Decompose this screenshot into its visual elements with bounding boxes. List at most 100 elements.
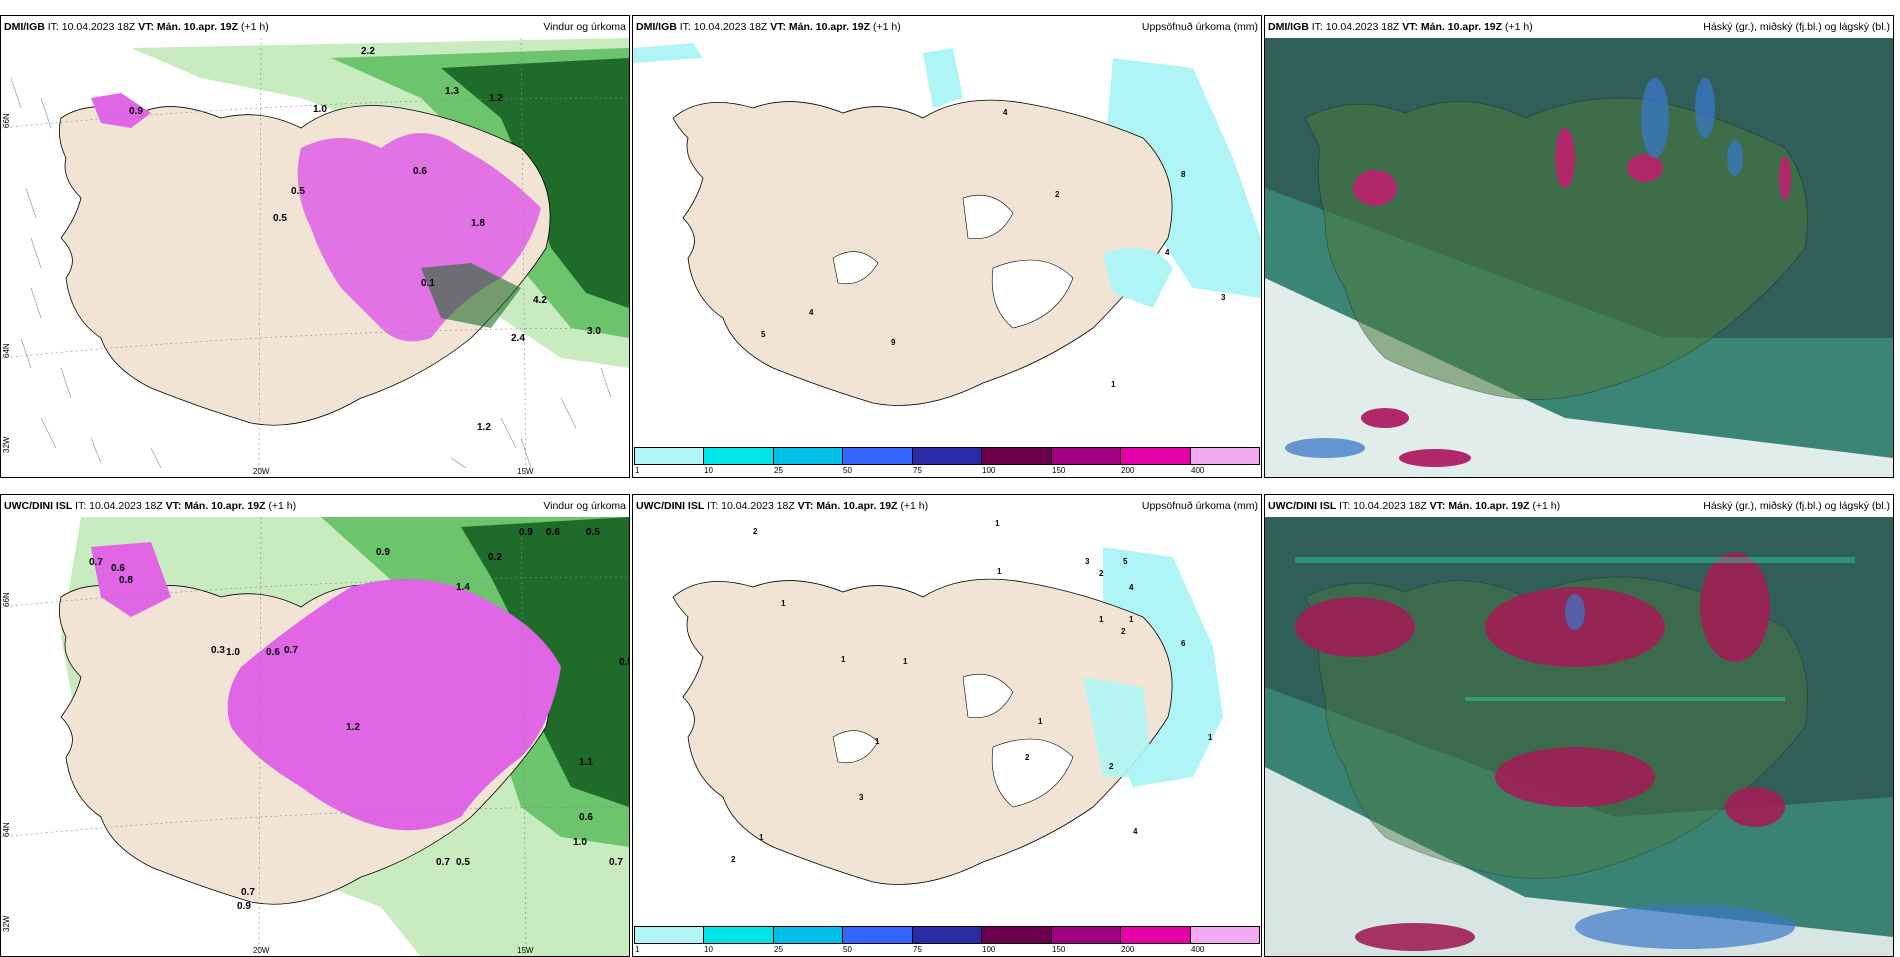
precip-value-labels: 1 2 1 1 3 2 1 1 2 4 5 6 1 1 1 2 3 2 4 1 … [633,517,1261,907]
value-label: 0.8 [119,575,133,586]
value-label: 0.5 [586,527,600,538]
colorbar-tick: 400 [1191,466,1205,475]
value-label: 0.2 [488,552,502,563]
colorbar-tick: 75 [913,466,922,475]
colorbar-tick: 1 [635,466,640,475]
panel-dmi-wind: DMI/IGB IT: 10.04.2023 18Z VT: Mán. 10.a… [0,15,630,478]
colorbar-swatch [982,927,1052,943]
precip-colorbar-ticks: 1 10 25 50 75 100 150 200 400 [634,944,1260,956]
value-label: 0.7 [89,557,103,568]
value-label: 1 [1111,380,1116,389]
value-label: 5 [1123,557,1128,566]
lead-time: (+1 h) [1504,21,1533,33]
valid-time: VT: Mán. 10.apr. 19Z [138,21,239,33]
product-name: Háský (gr.), miðský (fj.bl.) og lágský (… [1703,500,1890,512]
wind-map-svg [1,517,629,956]
value-label: 0.5 [273,213,287,224]
panel-header: UWC/DINI ISL IT: 10.04.2023 18Z VT: Mán.… [1,495,629,517]
value-label: 0.5 [456,857,470,868]
valid-time: VT: Mán. 10.apr. 19Z [797,500,898,512]
lead-time: (+1 h) [900,500,929,512]
value-label: 4.2 [533,295,547,306]
colorbar-tick: 25 [774,466,783,475]
init-time: IT: 10.04.2023 18Z [707,500,795,512]
value-label: 1.2 [346,722,360,733]
model-name: UWC/DINI ISL [636,500,705,512]
wind-map: 20W 15W 66N 64N 32W 0.7 0.6 0.9 0.8 0.6 … [1,517,629,956]
value-label: 0.6 [413,166,427,177]
value-label: 1.0 [226,647,240,658]
value-label: 1.1 [579,757,593,768]
precip-map-svg [633,38,1261,428]
panel-header: DMI/IGB IT: 10.04.2023 18Z VT: Mán. 10.a… [1265,16,1893,38]
value-label: 3 [1085,557,1090,566]
panel-dmi-cloud: DMI/IGB IT: 10.04.2023 18Z VT: Mán. 10.a… [1264,15,1894,478]
panel-header: DMI/IGB IT: 10.04.2023 18Z VT: Mán. 10.a… [633,16,1261,38]
colorbar-tick: 10 [704,466,713,475]
value-label: 1.2 [489,93,503,104]
value-label: 2 [753,527,758,536]
value-label: 0.9 [519,527,533,538]
colorbar-swatch [773,448,844,464]
colorbar-tick: 200 [1121,466,1135,475]
value-label: 1 [781,599,786,608]
panel-dmi-precip: DMI/IGB IT: 10.04.2023 18Z VT: Mán. 10.a… [632,15,1262,478]
cloud-map-svg [1265,38,1893,477]
colorbar-swatch [773,927,844,943]
colorbar-swatch [1121,448,1191,464]
precip-map: 1 2 1 1 3 2 1 1 2 4 5 6 1 1 1 2 3 2 4 1 … [633,517,1261,907]
value-label: 2.4 [511,333,525,344]
product-name: Vindur og úrkoma [543,500,626,512]
lead-time: (+1 h) [1532,500,1561,512]
panel-header: UWC/DINI ISL IT: 10.04.2023 18Z VT: Mán.… [1265,495,1893,517]
init-time: IT: 10.04.2023 18Z [1339,500,1427,512]
colorbar-tick: 50 [843,466,852,475]
colorbar-swatch [635,448,705,464]
value-label: 0.6 [579,812,593,823]
model-name: UWC/DINI ISL [4,500,73,512]
value-label: 4 [1133,827,1138,836]
colorbar-tick: 100 [982,466,996,475]
model-name: DMI/IGB [636,21,677,33]
colorbar-swatch [843,448,913,464]
value-label: 0.9 [237,901,251,912]
panel-header: DMI/IGB IT: 10.04.2023 18Z VT: Mán. 10.a… [1,16,629,38]
wind-value-labels: 0.9 1.0 0.5 0.5 2.2 1.2 1.3 0.6 2.4 4.2 … [1,38,629,477]
precip-value-labels: 4 2 4 3 1 4 9 5 8 [633,38,1261,428]
product-name: Uppsöfnuð úrkoma (mm) [1141,21,1258,33]
colorbar-swatch [635,927,705,943]
panel-uwc-cloud: UWC/DINI ISL IT: 10.04.2023 18Z VT: Mán.… [1264,494,1894,957]
value-label: 0.6 [546,527,560,538]
value-label: 2 [1055,190,1060,199]
value-label: 4 [809,308,814,317]
lead-time: (+1 h) [872,21,901,33]
value-label: 0.7 [241,887,255,898]
model-name: DMI/IGB [4,21,45,33]
value-label: 0.9 [129,106,143,117]
value-label: 2.2 [361,46,375,57]
lead-time: (+1 h) [240,21,269,33]
precip-map-svg [633,517,1261,907]
valid-time: VT: Mán. 10.apr. 19Z [1402,21,1503,33]
value-label: 0.5 [619,657,629,668]
value-label: 0.1 [421,278,435,289]
precip-colorbar [634,447,1260,465]
value-label: 1 [1038,717,1043,726]
value-label: 2 [1109,762,1114,771]
precip-colorbar-ticks: 1 10 25 50 75 100 150 200 400 [634,465,1260,477]
valid-time: VT: Mán. 10.apr. 19Z [1429,500,1530,512]
value-label: 4 [1129,583,1134,592]
panel-header: UWC/DINI ISL IT: 10.04.2023 18Z VT: Mán.… [633,495,1261,517]
value-label: 4 [1165,248,1170,257]
value-label: 1 [1129,615,1134,624]
init-time: IT: 10.04.2023 18Z [47,21,136,33]
product-name: Vindur og úrkoma [543,21,626,33]
precip-map: 4 2 4 3 1 4 9 5 8 [633,38,1261,428]
value-label: 1.0 [313,104,327,115]
panel-uwc-wind: UWC/DINI ISL IT: 10.04.2023 18Z VT: Mán.… [0,494,630,957]
lon-label-15w: 15W [517,467,534,476]
wind-map: 20W 15W 66N 64N 32W 0.9 1.0 0.5 0.5 2.2 … [1,38,629,477]
value-label: 2 [1099,569,1104,578]
colorbar-swatch [704,927,774,943]
value-label: 1.2 [477,422,491,433]
